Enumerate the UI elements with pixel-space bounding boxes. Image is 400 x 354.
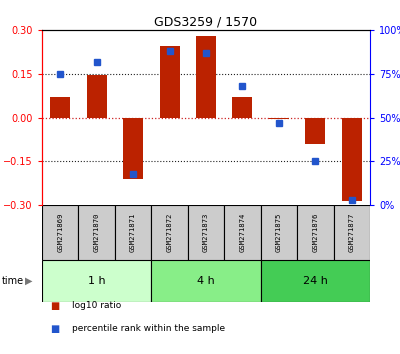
Text: GSM271875: GSM271875 — [276, 213, 282, 252]
Bar — [151, 205, 188, 260]
Bar — [188, 205, 224, 260]
Text: percentile rank within the sample: percentile rank within the sample — [72, 324, 225, 333]
Text: log10 ratio: log10 ratio — [72, 301, 121, 310]
Text: GSM271872: GSM271872 — [166, 213, 172, 252]
Bar — [261, 260, 370, 302]
Bar — [87, 75, 107, 118]
Bar — [305, 118, 325, 144]
Bar — [115, 205, 151, 260]
Bar — [269, 118, 289, 119]
Text: GSM271876: GSM271876 — [312, 213, 318, 252]
Text: 24 h: 24 h — [303, 276, 328, 286]
Text: 4 h: 4 h — [197, 276, 215, 286]
Bar — [224, 205, 261, 260]
Text: time: time — [2, 276, 24, 286]
Text: GSM271870: GSM271870 — [94, 213, 100, 252]
Text: GSM271869: GSM271869 — [57, 213, 63, 252]
Bar — [160, 46, 180, 118]
Text: ■: ■ — [50, 301, 59, 310]
Bar — [78, 205, 115, 260]
Bar — [342, 118, 362, 201]
Text: GSM271874: GSM271874 — [240, 213, 246, 252]
Text: ▶: ▶ — [25, 276, 32, 286]
Text: 1 h: 1 h — [88, 276, 106, 286]
Text: GSM271873: GSM271873 — [203, 213, 209, 252]
Text: GSM271877: GSM271877 — [349, 213, 355, 252]
Bar — [261, 205, 297, 260]
Text: ■: ■ — [50, 324, 59, 333]
Bar — [50, 97, 70, 118]
Bar — [196, 36, 216, 118]
Bar — [123, 118, 143, 179]
Title: GDS3259 / 1570: GDS3259 / 1570 — [154, 16, 258, 29]
Text: GSM271871: GSM271871 — [130, 213, 136, 252]
Bar — [232, 97, 252, 118]
Bar — [42, 260, 151, 302]
Bar — [334, 205, 370, 260]
Bar — [42, 205, 78, 260]
Bar — [297, 205, 334, 260]
Bar — [151, 260, 261, 302]
